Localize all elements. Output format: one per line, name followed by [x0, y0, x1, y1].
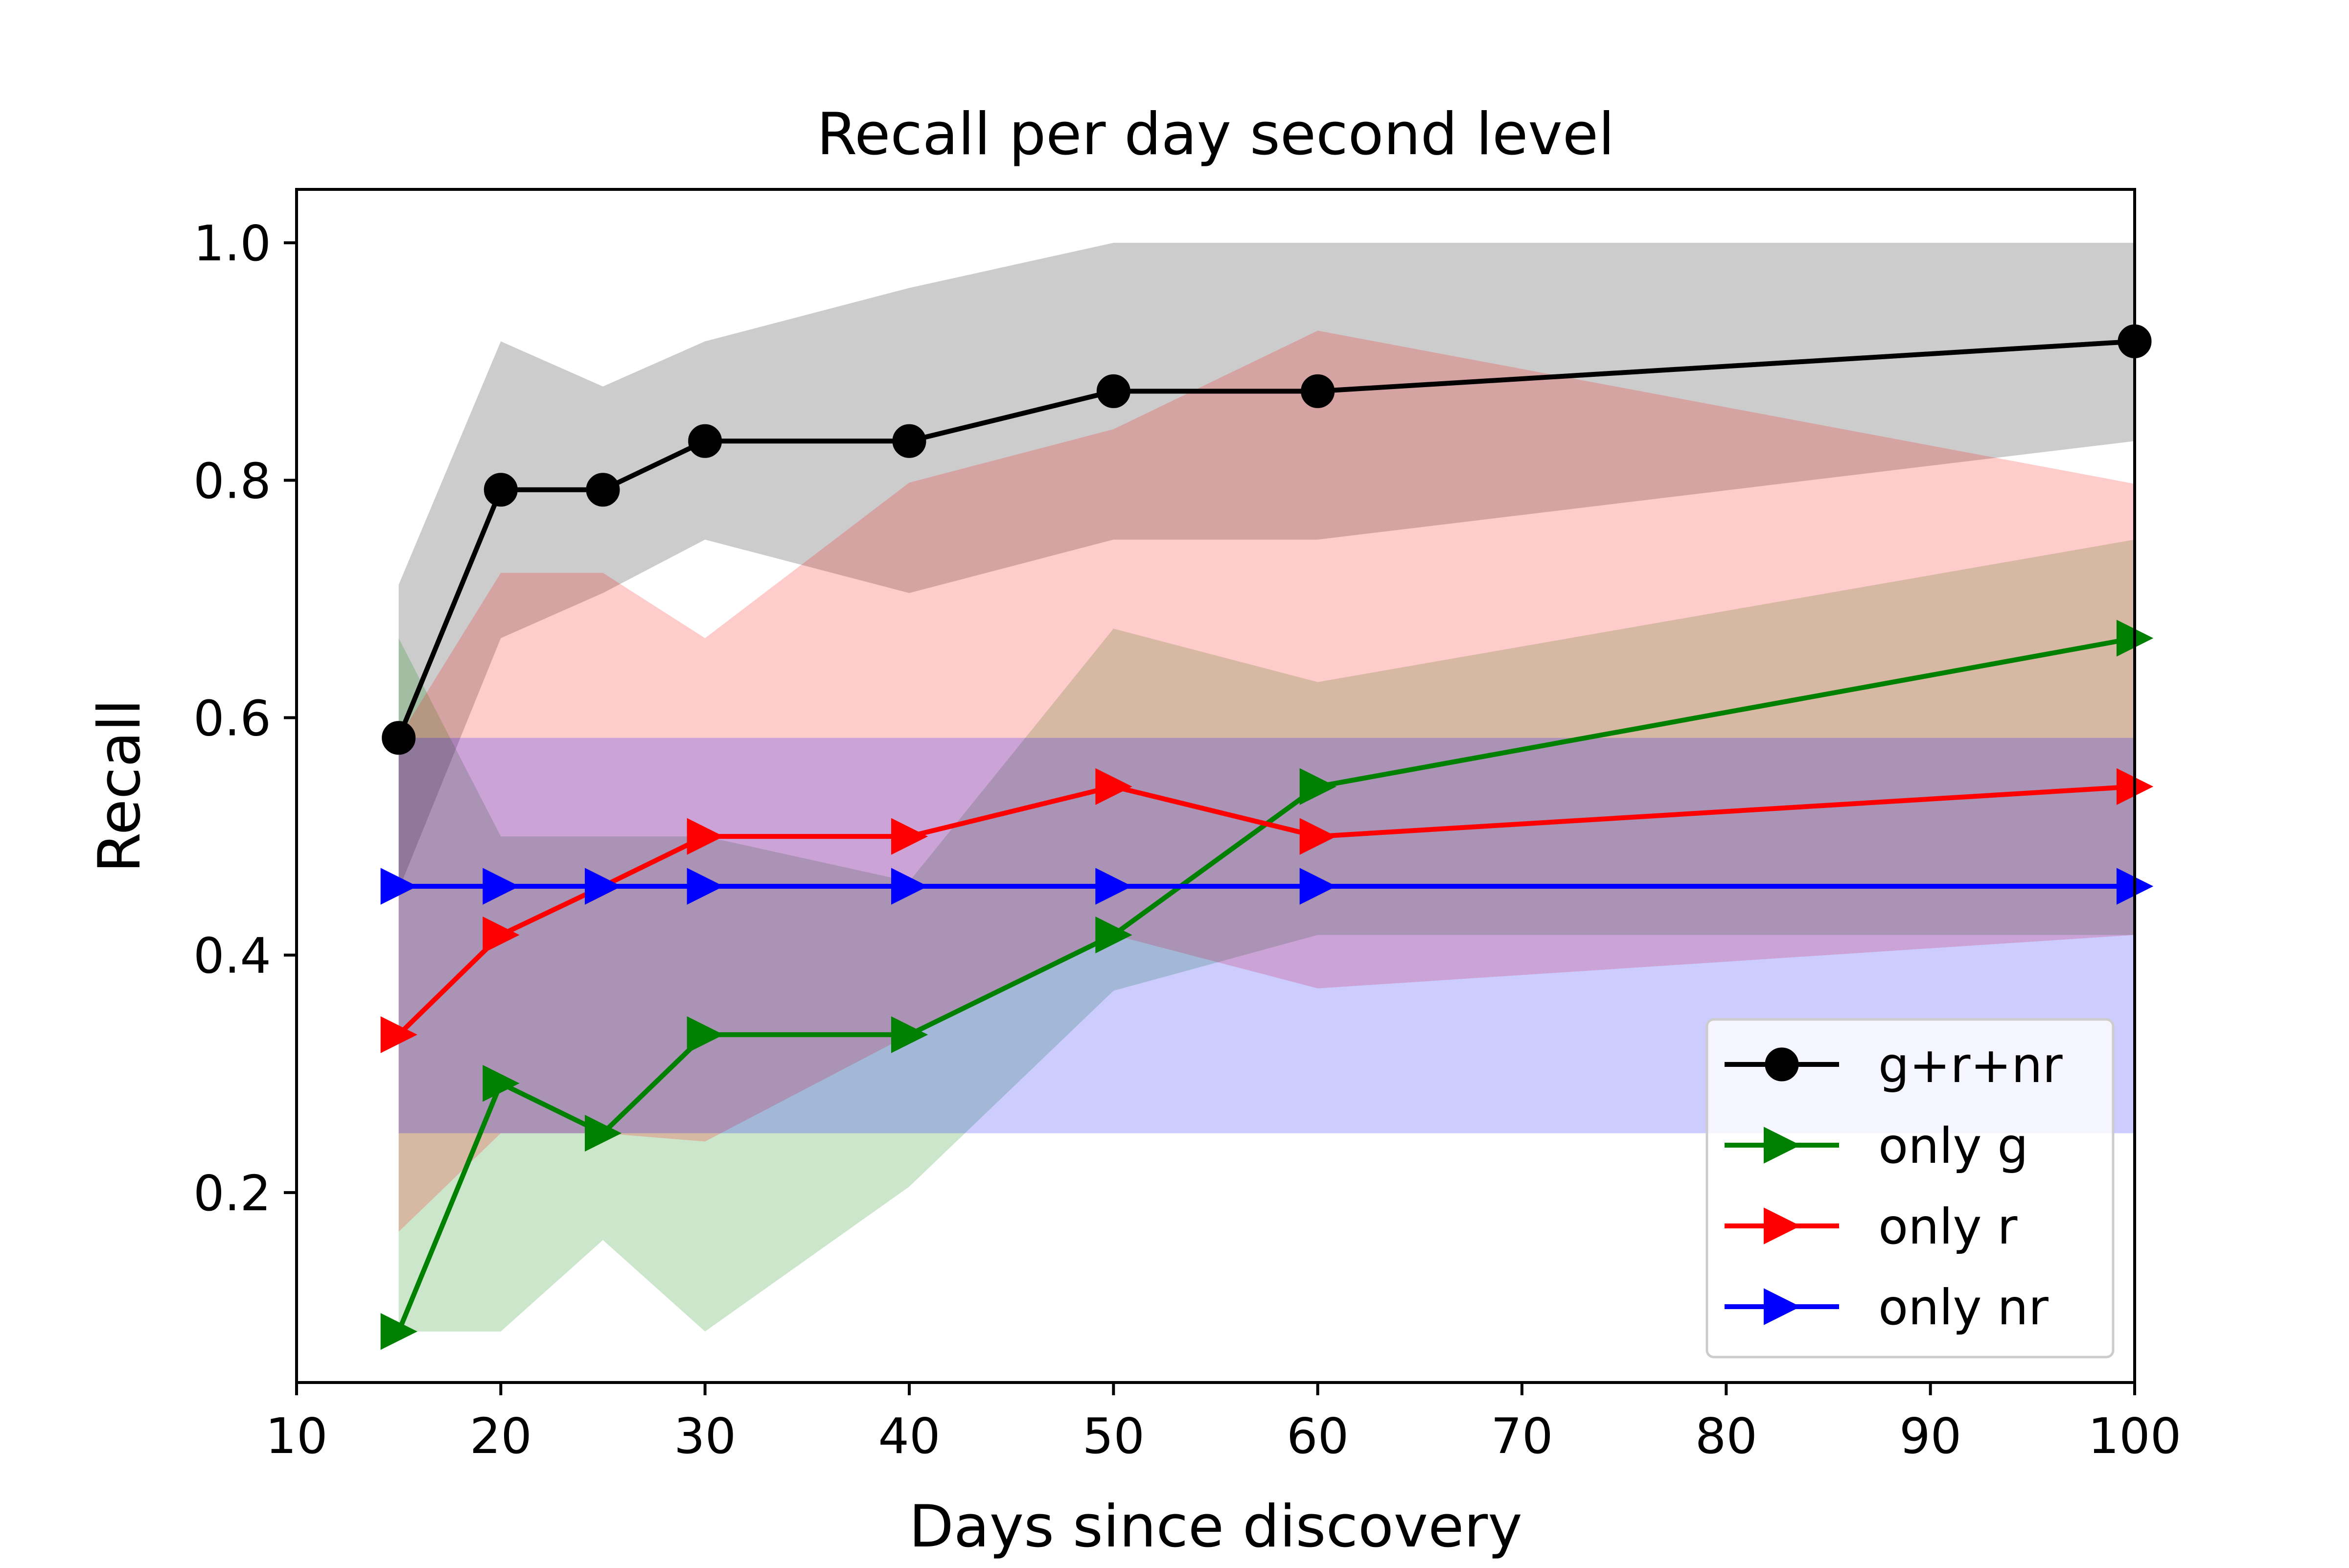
- legend-box: [1705, 1018, 2115, 1359]
- point-only-nr: [1299, 868, 1336, 905]
- x-tick-label: 100: [2088, 1407, 2182, 1465]
- point-only-g: [585, 1114, 622, 1152]
- x-tick-label: 60: [1287, 1407, 1349, 1465]
- series-only-g: [380, 620, 2154, 1350]
- point-only-r: [1299, 818, 1336, 855]
- y-tick-label: 1.0: [193, 215, 271, 272]
- legend: g+r+nr only g only r only nr: [1705, 1018, 2115, 1359]
- y-tick-label: 0.4: [193, 927, 271, 985]
- legend-marker: [1764, 1207, 1801, 1245]
- band-only-g: [398, 539, 2135, 1332]
- plot-frame: [295, 188, 2136, 1384]
- point-only-r: [687, 818, 724, 855]
- band-only-r: [398, 330, 2135, 1232]
- point-only-g: [380, 1313, 417, 1350]
- x-tick-label: 20: [470, 1407, 532, 1465]
- point-g-r-nr: [484, 473, 518, 507]
- point-only-r: [483, 916, 520, 954]
- point-only-r: [380, 1016, 417, 1053]
- point-g-r-nr: [586, 473, 620, 507]
- point-only-g: [1299, 768, 1336, 805]
- y-axis-label: Recall: [86, 699, 154, 873]
- point-only-g: [1095, 916, 1132, 954]
- x-axis-label: Days since discovery: [909, 1493, 1522, 1561]
- legend-item-only-nr: only nr: [1725, 1279, 2049, 1336]
- point-only-nr: [380, 868, 417, 905]
- legend-marker: [1764, 1288, 1801, 1325]
- x-tick-label: 80: [1695, 1407, 1757, 1465]
- legend-label: only g: [1878, 1117, 2028, 1175]
- point-g-r-nr: [892, 424, 926, 458]
- legend-item-g-r-nr: g+r+nr: [1725, 1037, 2063, 1094]
- x-tick-label: 70: [1491, 1407, 1553, 1465]
- x-tick-label: 40: [878, 1407, 940, 1465]
- point-only-nr: [1095, 868, 1132, 905]
- point-only-nr: [687, 868, 724, 905]
- series-lines: [380, 324, 2154, 1350]
- x-tick-label: 10: [265, 1407, 327, 1465]
- point-only-g: [891, 1016, 928, 1053]
- legend-label: only nr: [1878, 1279, 2049, 1336]
- series-only-nr: [380, 868, 2154, 905]
- series-g-r-nr: [382, 324, 2152, 755]
- y-tick-label: 0.6: [193, 690, 271, 747]
- chart-title: Recall per day second level: [817, 101, 1614, 168]
- point-g-r-nr: [1301, 374, 1335, 408]
- legend-marker: [1765, 1047, 1799, 1082]
- point-g-r-nr: [382, 721, 416, 755]
- y-tick-label: 0.8: [193, 452, 271, 509]
- legend-label: only r: [1878, 1198, 2018, 1255]
- point-g-r-nr: [1096, 374, 1130, 408]
- legend-item-only-r: only r: [1725, 1198, 2018, 1255]
- line-g-r-nr: [396, 339, 2135, 739]
- point-only-r: [891, 818, 928, 855]
- x-tick-label: 90: [1899, 1407, 1961, 1465]
- x-tick-label: 50: [1082, 1407, 1145, 1465]
- point-only-g: [687, 1016, 724, 1053]
- axis-ticks: 10 20 30 40 50 60 70 80 90 100 0.2 0.4 0.6 0.8 1.0: [193, 215, 2181, 1465]
- point-only-r: [1095, 768, 1132, 805]
- legend-marker: [1764, 1127, 1801, 1164]
- legend-label: g+r+nr: [1878, 1037, 2063, 1094]
- legend-item-only-g: only g: [1725, 1117, 2028, 1175]
- point-only-nr: [483, 868, 520, 905]
- point-only-nr: [891, 868, 928, 905]
- point-g-r-nr: [688, 424, 722, 458]
- line-only-r: [397, 784, 2135, 1037]
- point-only-g: [483, 1065, 520, 1102]
- y-tick-label: 0.2: [193, 1165, 271, 1222]
- band-g-r-nr: [398, 243, 2135, 890]
- point-only-nr: [585, 868, 622, 905]
- x-tick-label: 30: [674, 1407, 736, 1465]
- line-only-g: [396, 636, 2135, 1333]
